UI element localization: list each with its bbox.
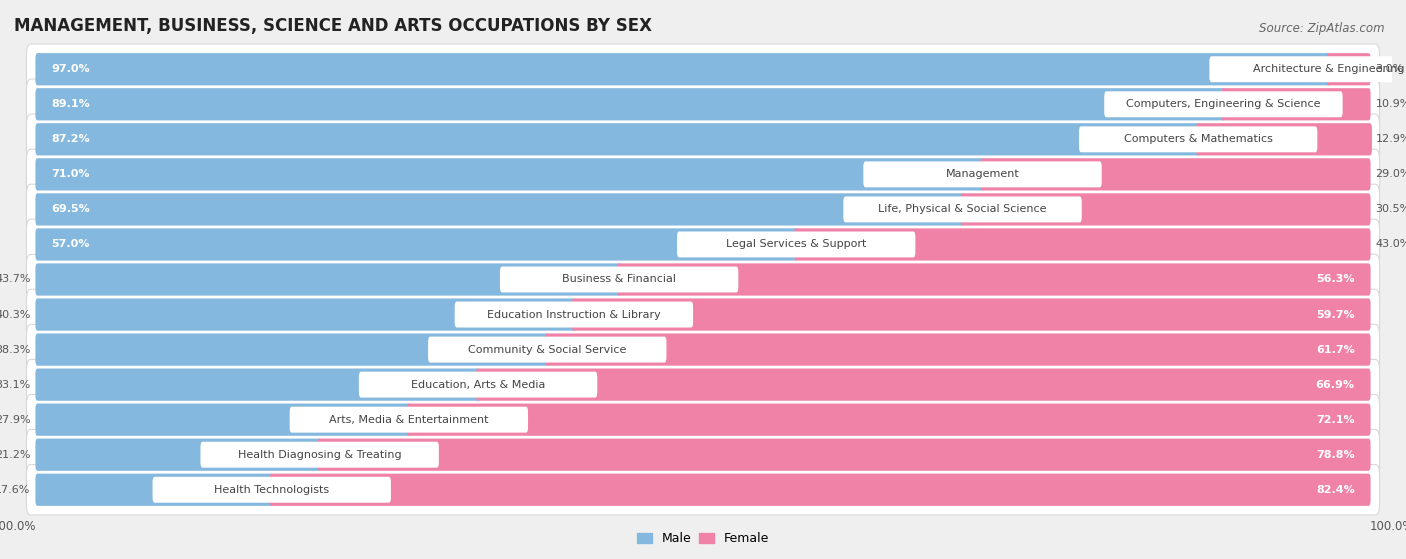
Text: Business & Financial: Business & Financial <box>562 274 676 285</box>
FancyBboxPatch shape <box>794 228 1371 260</box>
Text: 97.0%: 97.0% <box>51 64 90 74</box>
FancyBboxPatch shape <box>35 193 965 225</box>
Legend: Male, Female: Male, Female <box>631 527 775 550</box>
Text: 29.0%: 29.0% <box>1375 169 1406 179</box>
FancyBboxPatch shape <box>863 162 1102 187</box>
FancyBboxPatch shape <box>201 442 439 468</box>
FancyBboxPatch shape <box>1326 53 1371 86</box>
Text: Community & Social Service: Community & Social Service <box>468 344 627 354</box>
Text: 12.9%: 12.9% <box>1375 134 1406 144</box>
FancyBboxPatch shape <box>477 368 1371 401</box>
FancyBboxPatch shape <box>844 196 1081 222</box>
Text: Health Diagnosing & Treating: Health Diagnosing & Treating <box>238 449 402 459</box>
Text: Health Technologists: Health Technologists <box>214 485 329 495</box>
FancyBboxPatch shape <box>27 465 1379 515</box>
Text: 69.5%: 69.5% <box>51 205 90 215</box>
FancyBboxPatch shape <box>1222 88 1371 120</box>
Text: 66.9%: 66.9% <box>1316 380 1355 390</box>
Text: 61.7%: 61.7% <box>1316 344 1355 354</box>
FancyBboxPatch shape <box>980 158 1371 191</box>
Text: 72.1%: 72.1% <box>1316 415 1355 425</box>
Text: 27.9%: 27.9% <box>0 415 31 425</box>
FancyBboxPatch shape <box>501 267 738 292</box>
FancyBboxPatch shape <box>27 149 1379 200</box>
Text: 33.1%: 33.1% <box>0 380 31 390</box>
Text: 30.5%: 30.5% <box>1375 205 1406 215</box>
Text: Architecture & Engineering: Architecture & Engineering <box>1253 64 1405 74</box>
Text: 71.0%: 71.0% <box>51 169 90 179</box>
Text: Education Instruction & Library: Education Instruction & Library <box>486 310 661 320</box>
Text: 40.3%: 40.3% <box>0 310 31 320</box>
FancyBboxPatch shape <box>27 359 1379 410</box>
FancyBboxPatch shape <box>617 263 1371 296</box>
Text: 56.3%: 56.3% <box>1316 274 1355 285</box>
FancyBboxPatch shape <box>27 114 1379 164</box>
FancyBboxPatch shape <box>35 123 1201 155</box>
FancyBboxPatch shape <box>406 404 1371 436</box>
FancyBboxPatch shape <box>1197 123 1372 155</box>
FancyBboxPatch shape <box>35 473 274 506</box>
Text: 21.2%: 21.2% <box>0 449 31 459</box>
Text: Education, Arts & Media: Education, Arts & Media <box>411 380 546 390</box>
Text: Legal Services & Support: Legal Services & Support <box>725 239 866 249</box>
Text: MANAGEMENT, BUSINESS, SCIENCE AND ARTS OCCUPATIONS BY SEX: MANAGEMENT, BUSINESS, SCIENCE AND ARTS O… <box>14 17 652 35</box>
Text: Arts, Media & Entertainment: Arts, Media & Entertainment <box>329 415 489 425</box>
Text: 89.1%: 89.1% <box>51 100 90 110</box>
Text: 87.2%: 87.2% <box>51 134 90 144</box>
Text: 3.0%: 3.0% <box>1375 64 1403 74</box>
FancyBboxPatch shape <box>960 193 1371 225</box>
FancyBboxPatch shape <box>27 429 1379 480</box>
Text: Source: ZipAtlas.com: Source: ZipAtlas.com <box>1260 22 1385 35</box>
Text: Computers & Mathematics: Computers & Mathematics <box>1123 134 1272 144</box>
FancyBboxPatch shape <box>35 334 550 366</box>
Text: Computers, Engineering & Science: Computers, Engineering & Science <box>1126 100 1320 110</box>
FancyBboxPatch shape <box>35 368 479 401</box>
Text: 57.0%: 57.0% <box>51 239 90 249</box>
FancyBboxPatch shape <box>153 477 391 503</box>
FancyBboxPatch shape <box>35 158 984 191</box>
FancyBboxPatch shape <box>35 299 576 331</box>
Text: 17.6%: 17.6% <box>0 485 31 495</box>
FancyBboxPatch shape <box>27 184 1379 235</box>
FancyBboxPatch shape <box>27 79 1379 130</box>
FancyBboxPatch shape <box>270 473 1371 506</box>
Text: 38.3%: 38.3% <box>0 344 31 354</box>
FancyBboxPatch shape <box>546 334 1371 366</box>
FancyBboxPatch shape <box>27 395 1379 445</box>
FancyBboxPatch shape <box>1104 91 1343 117</box>
FancyBboxPatch shape <box>35 263 621 296</box>
Text: Management: Management <box>946 169 1019 179</box>
FancyBboxPatch shape <box>35 439 322 471</box>
Text: 43.7%: 43.7% <box>0 274 31 285</box>
FancyBboxPatch shape <box>35 53 1330 86</box>
FancyBboxPatch shape <box>35 88 1226 120</box>
FancyBboxPatch shape <box>1209 56 1406 82</box>
Text: 78.8%: 78.8% <box>1316 449 1355 459</box>
FancyBboxPatch shape <box>318 439 1371 471</box>
FancyBboxPatch shape <box>27 290 1379 340</box>
Text: 43.0%: 43.0% <box>1375 239 1406 249</box>
FancyBboxPatch shape <box>676 231 915 258</box>
FancyBboxPatch shape <box>427 337 666 363</box>
Text: 10.9%: 10.9% <box>1375 100 1406 110</box>
FancyBboxPatch shape <box>35 228 799 260</box>
Text: 59.7%: 59.7% <box>1316 310 1355 320</box>
FancyBboxPatch shape <box>1078 126 1317 152</box>
FancyBboxPatch shape <box>35 404 411 436</box>
FancyBboxPatch shape <box>359 372 598 397</box>
FancyBboxPatch shape <box>454 301 693 328</box>
Text: Life, Physical & Social Science: Life, Physical & Social Science <box>879 205 1047 215</box>
FancyBboxPatch shape <box>572 299 1371 331</box>
FancyBboxPatch shape <box>290 407 529 433</box>
FancyBboxPatch shape <box>27 219 1379 269</box>
FancyBboxPatch shape <box>27 254 1379 305</box>
FancyBboxPatch shape <box>27 324 1379 375</box>
Text: 82.4%: 82.4% <box>1316 485 1355 495</box>
FancyBboxPatch shape <box>27 44 1379 94</box>
